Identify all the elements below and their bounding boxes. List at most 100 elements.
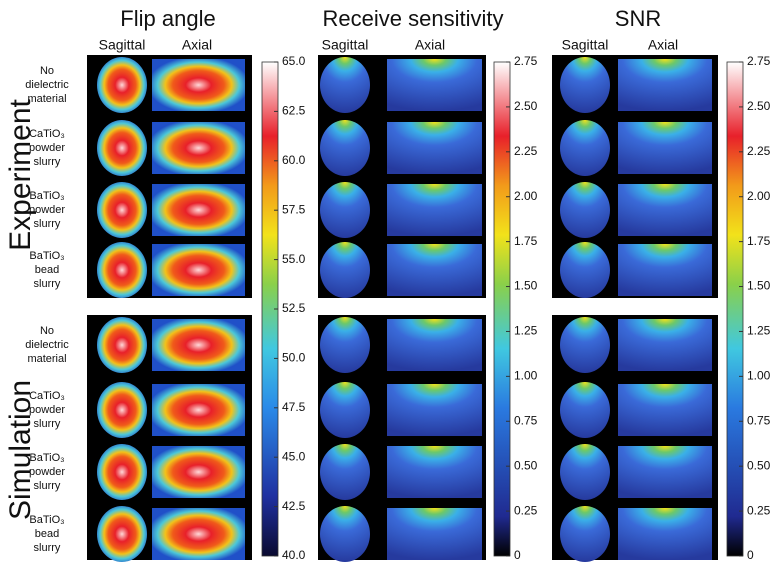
condition-label: slurry	[34, 542, 61, 554]
view-label: Sagittal	[99, 37, 146, 53]
colorbar-tick-label: 2.25	[514, 144, 538, 158]
condition-label: CaTiO₃	[29, 390, 65, 402]
axial-map	[618, 59, 712, 111]
column-title: SNR	[615, 6, 661, 31]
column-title: Receive sensitivity	[323, 6, 504, 31]
colorbar-tick-label: 52.5	[282, 301, 306, 315]
condition-label: BaTiO₃	[29, 250, 64, 262]
axial-map	[618, 384, 712, 436]
condition-label: powder	[29, 204, 65, 216]
colorbar-tick-label: 65.0	[282, 54, 306, 68]
colorbar-tick-label: 1.25	[747, 324, 771, 338]
colorbar-tick-label: 1.75	[747, 234, 771, 248]
colorbar	[494, 62, 510, 556]
sagittal-map	[320, 242, 370, 298]
colorbar-tick-label: 2.50	[747, 99, 771, 113]
condition-label: slurry	[34, 418, 61, 430]
colorbar-tick-label: 2.00	[514, 189, 538, 203]
colorbar-tick-label: 2.00	[747, 189, 771, 203]
colorbar-tick-label: 1.75	[514, 234, 538, 248]
sagittal-map	[320, 57, 370, 113]
condition-label: powder	[29, 404, 65, 416]
colorbar-tick-label: 50.0	[282, 351, 306, 365]
colorbar-tick-label: 1.25	[514, 324, 538, 338]
sagittal-map	[320, 506, 370, 562]
sagittal-map	[560, 120, 610, 176]
colorbar-tick-label: 57.5	[282, 202, 306, 216]
condition-label: dielectric	[25, 79, 69, 91]
sagittal-map	[97, 57, 147, 113]
axial-map	[387, 384, 482, 436]
axial-map	[387, 59, 482, 111]
colorbar-tick-label: 42.5	[282, 499, 306, 513]
axial-map	[387, 122, 482, 174]
axial-map	[152, 446, 245, 498]
sagittal-map	[320, 120, 370, 176]
condition-label: BaTiO₃	[29, 190, 64, 202]
axial-map	[152, 122, 245, 174]
condition-label: slurry	[34, 278, 61, 290]
axial-map	[618, 508, 712, 560]
sagittal-map	[97, 506, 147, 562]
axial-map	[152, 384, 245, 436]
condition-label: BaTiO₃	[29, 452, 64, 464]
condition-label: powder	[29, 142, 65, 154]
colorbar-tick-label: 62.5	[282, 104, 306, 118]
colorbar-tick-label: 1.00	[514, 369, 538, 383]
sagittal-map	[97, 444, 147, 500]
sagittal-map	[560, 57, 610, 113]
condition-label: No	[40, 325, 54, 337]
colorbar-tick-label: 1.50	[747, 279, 771, 293]
view-label: Axial	[182, 37, 212, 53]
column-title: Flip angle	[120, 6, 215, 31]
axial-map	[152, 508, 245, 560]
sagittal-map	[97, 317, 147, 373]
colorbar-tick-label: 45.0	[282, 449, 306, 463]
view-label: Sagittal	[322, 37, 369, 53]
sagittal-map	[97, 382, 147, 438]
axial-map	[618, 244, 712, 296]
colorbar-tick-label: 0.25	[514, 503, 538, 517]
colorbar-tick-label: 0	[514, 548, 521, 562]
view-label: Axial	[415, 37, 445, 53]
condition-label: bead	[35, 528, 59, 540]
sagittal-map	[97, 242, 147, 298]
condition-label: slurry	[34, 480, 61, 492]
axial-map	[152, 319, 245, 371]
axial-map	[387, 508, 482, 560]
axial-map	[618, 184, 712, 236]
condition-label: slurry	[34, 218, 61, 230]
colorbar-tick-label: 0	[747, 548, 754, 562]
axial-map	[618, 122, 712, 174]
axial-map	[387, 319, 482, 371]
axial-map	[152, 244, 245, 296]
condition-label: bead	[35, 264, 59, 276]
axial-map	[152, 59, 245, 111]
axial-map	[618, 446, 712, 498]
sagittal-map	[560, 317, 610, 373]
condition-label: slurry	[34, 156, 61, 168]
sagittal-map	[320, 317, 370, 373]
colorbar-tick-label: 2.50	[514, 99, 538, 113]
sagittal-map	[560, 242, 610, 298]
colorbar-tick-label: 0.25	[747, 503, 771, 517]
condition-label: material	[27, 353, 66, 365]
condition-label: dielectric	[25, 339, 69, 351]
sagittal-map	[560, 506, 610, 562]
row-label: Experiment	[4, 98, 37, 250]
colorbar-tick-label: 0.50	[747, 458, 771, 472]
colorbar-tick-label: 1.00	[747, 369, 771, 383]
axial-map	[387, 446, 482, 498]
colorbar-tick-label: 55.0	[282, 252, 306, 266]
sagittal-map	[320, 182, 370, 238]
axial-map	[387, 184, 482, 236]
sagittal-map	[320, 444, 370, 500]
condition-label: BaTiO₃	[29, 514, 64, 526]
colorbar-tick-label: 2.75	[747, 54, 771, 68]
axial-map	[387, 244, 482, 296]
colorbar-tick-label: 2.25	[747, 144, 771, 158]
colorbar-tick-label: 47.5	[282, 400, 306, 414]
sagittal-map	[560, 444, 610, 500]
colorbar-tick-label: 1.50	[514, 279, 538, 293]
sagittal-map	[97, 120, 147, 176]
